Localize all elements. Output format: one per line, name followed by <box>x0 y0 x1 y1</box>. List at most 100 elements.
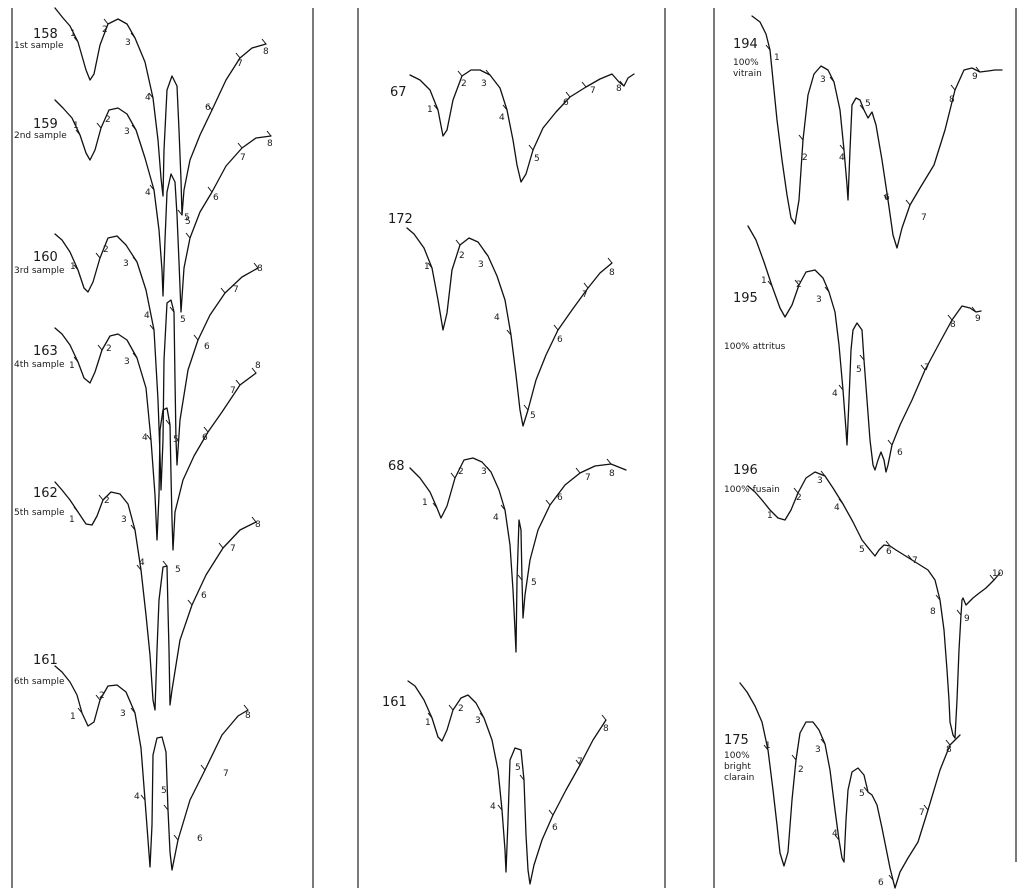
p1-trace-159-1-tick-label-1: 1 <box>73 121 79 131</box>
p3-trace-195-1-tick-label-2: 2 <box>796 280 802 290</box>
p1-trace-162-4-tick-label-6: 6 <box>201 591 207 601</box>
p3-trace-194-0-tick-mark-3 <box>829 76 835 83</box>
p3-trace-175-3-tick-label-3: 3 <box>815 745 821 755</box>
p2-trace-172-1-tick-label-1: 1 <box>424 262 430 272</box>
p3-trace-194-0-tick-mark-7 <box>905 199 911 206</box>
p3-trace-196-2-tick-mark-9 <box>956 609 962 616</box>
p1-trace-160-2-tick-mark-1 <box>73 264 79 271</box>
p1-trace-160-2-tick-label-7: 7 <box>233 285 239 295</box>
p1-trace-160-2-tick-label-5: 5 <box>180 315 186 325</box>
p3-trace-195-1-tick-mark-9 <box>971 306 977 313</box>
p1-trace-161-5-tick-label-2: 2 <box>99 691 105 701</box>
p2-trace-67-0-tick-mark-3 <box>485 69 491 76</box>
p1-trace-163-3-tick-label-2: 2 <box>106 344 112 354</box>
p3-trace-196-2-tick-label-10: 10 <box>992 569 1004 579</box>
p1-trace-161-5-tick-mark-1 <box>77 707 83 714</box>
p3-trace-175-3-tick-mark-2 <box>791 754 797 761</box>
p3-trace-196-2-tick-mark-10 <box>989 574 995 581</box>
p2-trace-68-2-tick-label-7: 7 <box>585 473 591 483</box>
p1-trace-163-3-tick-label-1: 1 <box>69 361 75 371</box>
p3-trace-196-2-tick-mark-4 <box>838 498 844 505</box>
p1-trace-161-5-tick-label-7: 7 <box>223 769 229 779</box>
p2-trace-67-0-tick-mark-4 <box>502 104 508 111</box>
p3-trace-196-2-tick-label-3: 3 <box>817 476 823 486</box>
p1-trace-160-2-tick-mark-3 <box>132 256 138 263</box>
p1-trace-161-5-tick-label-4: 4 <box>134 792 140 802</box>
p3-trace-195-1-tick-mark-5 <box>859 354 865 361</box>
p1-trace-163-3-tick-mark-5 <box>165 419 171 426</box>
p1-trace-161-5-tick-mark-3 <box>130 707 136 714</box>
p1-trace-160-2-tick-mark-8 <box>253 262 259 269</box>
p1-trace-163-3-sample-note-line-1: 4th sample <box>14 360 65 370</box>
p1-trace-163-3-tick-label-5: 5 <box>173 435 179 445</box>
p2-trace-172-1-tick-mark-6 <box>553 324 559 331</box>
p1-trace-161-5-spectrum-line <box>54 665 249 871</box>
p3-trace-175-3-tick-label-5: 5 <box>859 789 865 799</box>
p2-trace-172-1-tick-mark-3 <box>483 250 489 257</box>
p1-trace-163-3-tick-mark-6 <box>203 426 209 433</box>
p3-trace-194-0-sample-number: 194 <box>733 37 758 52</box>
p3-trace-196-2-spectrum-line <box>747 471 1001 739</box>
p3-trace-195-1-tick-mark-3 <box>824 286 830 293</box>
p3-trace-195-1-tick-mark-2 <box>794 279 800 286</box>
p2-trace-161-3-tick-label-7: 7 <box>577 757 583 767</box>
p3-trace-195-1-tick-mark-1 <box>767 280 773 287</box>
p3-trace-196-2-tick-mark-3 <box>820 470 826 477</box>
p2-trace-67-0-tick-label-2: 2 <box>461 79 467 89</box>
p3-trace-175-3-tick-label-2: 2 <box>798 765 804 775</box>
p1-trace-160-2-tick-label-3: 3 <box>123 259 129 269</box>
p1-trace-160-2-tick-mark-2 <box>95 252 101 259</box>
p3-trace-195-1-tick-mark-8 <box>947 314 953 321</box>
p2-trace-172-1-tick-mark-8 <box>607 257 613 264</box>
p1-trace-161-5-tick-mark-2 <box>95 694 101 701</box>
p2-trace-161-3-tick-mark-5 <box>519 774 525 781</box>
p3-trace-175-3-tick-label-7: 7 <box>919 808 925 818</box>
p2-trace-172-1-tick-label-8: 8 <box>609 268 615 278</box>
p1-trace-159-1-tick-label-8: 8 <box>267 139 273 149</box>
p3-trace-196-2-tick-label-5: 5 <box>859 545 865 555</box>
p3-trace-196-2-tick-label-1: 1 <box>767 511 773 521</box>
p3-trace-195-1-tick-label-9: 9 <box>975 314 981 324</box>
p1-trace-159-1-sample-note-line-1: 2nd sample <box>14 131 67 141</box>
p2-trace-67-0-tick-mark-7 <box>581 81 587 88</box>
p2-trace-68-2-tick-label-3: 3 <box>481 467 487 477</box>
p1-trace-160-2-tick-label-1: 1 <box>70 262 76 272</box>
p3-trace-195-1-tick-label-8: 8 <box>950 320 956 330</box>
p2-trace-68-2-tick-label-2: 2 <box>458 467 464 477</box>
p2-trace-68-2-tick-label-8: 8 <box>609 469 615 479</box>
p2-trace-172-1-tick-label-6: 6 <box>557 335 563 345</box>
p3-trace-196-2-tick-mark-1 <box>765 504 771 511</box>
p3-trace-195-1-tick-label-3: 3 <box>816 295 822 305</box>
p2-trace-68-2-tick-mark-5 <box>517 574 523 581</box>
p3-trace-194-0-sample-note-line-2: vitrain <box>733 69 762 79</box>
p3-trace-175-3-tick-mark-1 <box>763 744 769 751</box>
p2-trace-172-1-tick-mark-5 <box>523 404 529 411</box>
p1-trace-163-3-tick-mark-4 <box>146 434 152 441</box>
p2-trace-67-0-tick-label-7: 7 <box>590 86 596 96</box>
p3-trace-175-3-tick-mark-5 <box>863 786 869 793</box>
p3-trace-175-3-tick-mark-4 <box>834 834 840 841</box>
p2-trace-67-0-spectrum-line <box>409 69 635 183</box>
p1-trace-162-4-tick-label-2: 2 <box>104 496 110 506</box>
p2-trace-67-0-tick-label-5: 5 <box>534 154 540 164</box>
p3-trace-195-1-tick-mark-6 <box>887 439 893 446</box>
p2-trace-68-2-spectrum-line <box>409 457 627 653</box>
p3-trace-196-2-tick-mark-7 <box>907 554 913 561</box>
p1-trace-162-4-tick-label-4: 4 <box>139 558 145 568</box>
p2-trace-172-1-tick-mark-2 <box>455 239 461 246</box>
p1-trace-163-3-tick-label-4: 4 <box>142 433 148 443</box>
p1-trace-160-2-spectrum-line <box>54 233 259 491</box>
p1-trace-162-4-sample-number: 162 <box>33 486 58 501</box>
p2-trace-67-0-tick-label-1: 1 <box>427 105 433 115</box>
p2-trace-161-3-tick-label-3: 3 <box>475 716 481 726</box>
p1-trace-161-5-tick-mark-5 <box>163 804 169 811</box>
p1-trace-159-1-tick-label-7: 7 <box>240 153 246 163</box>
p1-trace-162-4-tick-mark-4 <box>136 564 142 571</box>
p1-trace-163-3-tick-label-6: 6 <box>202 433 208 443</box>
p3-trace-175-3-tick-label-1: 1 <box>765 741 771 751</box>
p3-trace-175-3-sample-number: 175 <box>724 733 749 748</box>
p1-trace-162-4-tick-label-5: 5 <box>175 565 181 575</box>
p3-trace-196-2-tick-label-8: 8 <box>930 607 936 617</box>
p3-trace-194-0-tick-label-9: 9 <box>972 72 978 82</box>
